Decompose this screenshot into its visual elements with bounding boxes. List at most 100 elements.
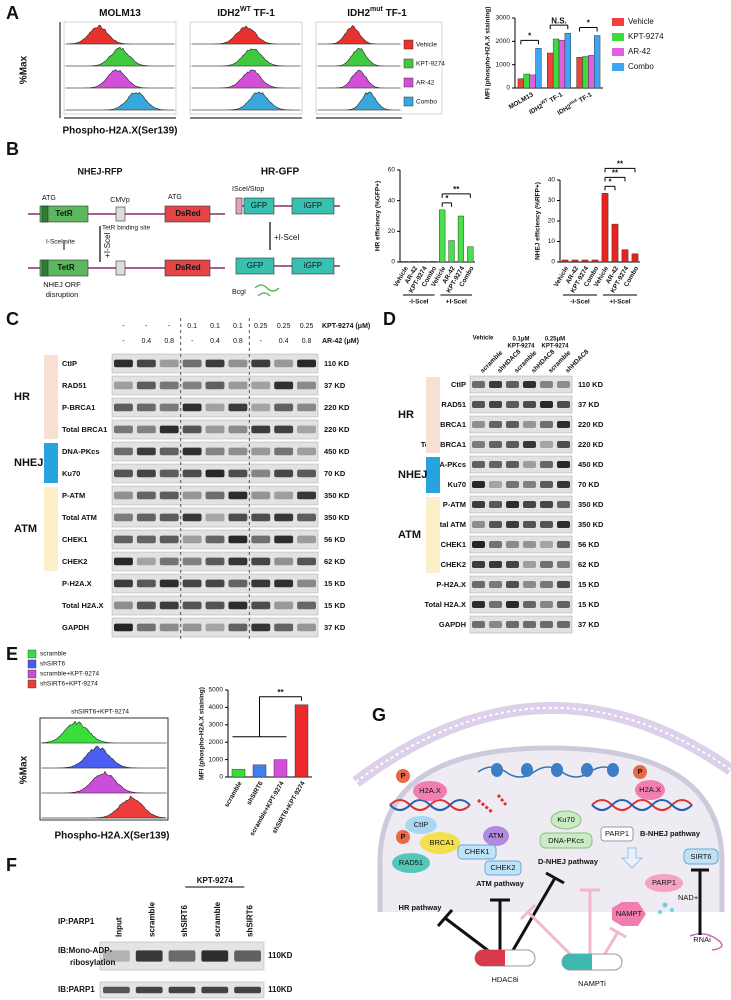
diagram-label: SIRT6 bbox=[690, 852, 711, 861]
protein-label: GAPDH bbox=[62, 623, 89, 632]
group-bar bbox=[426, 457, 440, 493]
pill-half bbox=[475, 950, 505, 966]
blot-band bbox=[182, 535, 202, 544]
igfp-box bbox=[291, 257, 335, 275]
size-label: 220 KD bbox=[578, 420, 604, 429]
protein-label: Total BRCA1 bbox=[421, 440, 466, 449]
blot-band bbox=[136, 579, 156, 588]
blot-band bbox=[182, 359, 202, 368]
plot-frame bbox=[315, 21, 443, 115]
blot-band bbox=[114, 469, 133, 478]
blot-band bbox=[297, 403, 316, 412]
legend-label: shSIRT6+KPT-9274 bbox=[40, 681, 98, 688]
significance: ** bbox=[617, 159, 624, 168]
nad bbox=[662, 902, 668, 908]
y-axis-label: HR efficiency (%GFP+) bbox=[375, 181, 382, 251]
sirt6 bbox=[683, 848, 719, 865]
panel-letter: D bbox=[383, 309, 396, 329]
blot-band bbox=[523, 441, 536, 448]
blot-band bbox=[228, 601, 248, 610]
bar bbox=[576, 57, 583, 89]
blot-strip bbox=[469, 475, 573, 494]
diagram-label: ATM bbox=[488, 831, 503, 840]
diagram-label: BRCA1 bbox=[429, 838, 454, 847]
treatment-label: Vehicle bbox=[473, 336, 494, 342]
blot-band bbox=[182, 579, 202, 588]
treatment-value: 0.8 bbox=[164, 338, 174, 345]
group-label: -I-SceI bbox=[409, 299, 429, 306]
label-part: WT bbox=[240, 6, 252, 13]
inhibit-bar bbox=[519, 903, 537, 921]
blot-band bbox=[114, 579, 133, 588]
blot-band bbox=[159, 403, 179, 412]
bar bbox=[571, 259, 579, 263]
blot-band bbox=[136, 381, 156, 390]
blot-band bbox=[523, 401, 536, 408]
histogram bbox=[41, 720, 166, 744]
row-label: IB:PARP1 bbox=[58, 985, 95, 994]
treatment-value: 0.1 bbox=[187, 323, 197, 330]
blot-strip bbox=[469, 615, 573, 634]
plot-title: MOLM13 bbox=[99, 8, 141, 19]
blot-band bbox=[251, 425, 271, 434]
legend-swatch bbox=[403, 58, 414, 69]
blot-band bbox=[182, 491, 202, 500]
blot-band bbox=[159, 425, 179, 434]
x-axis-label: Phospho-H2A.X(Ser139) bbox=[54, 831, 169, 842]
blot-band bbox=[472, 401, 485, 408]
blot-strip bbox=[469, 495, 573, 514]
bar bbox=[294, 704, 309, 778]
blot-band bbox=[135, 950, 163, 962]
label-part: IDH2 bbox=[347, 8, 370, 19]
legend-swatch bbox=[27, 679, 37, 689]
plot-frame bbox=[189, 21, 303, 115]
bar bbox=[582, 56, 589, 89]
size-label: 37 KD bbox=[578, 400, 600, 409]
significance: ** bbox=[277, 688, 284, 697]
legend-label: scramble+KPT-9274 bbox=[40, 671, 99, 678]
treatment-value: - bbox=[122, 323, 125, 330]
blot-strip bbox=[111, 617, 319, 638]
group-bar bbox=[44, 487, 58, 571]
diagram-label: +I-SceI bbox=[103, 232, 112, 258]
blot-band bbox=[274, 535, 294, 544]
blot-band bbox=[489, 441, 502, 448]
blot-band bbox=[205, 425, 225, 434]
legend-swatch bbox=[403, 96, 414, 107]
blot-band bbox=[297, 557, 316, 566]
blot-band bbox=[228, 535, 248, 544]
diagram-label: ATG bbox=[168, 194, 182, 201]
phospho bbox=[396, 769, 410, 783]
blot-band bbox=[201, 950, 229, 962]
blot-band bbox=[251, 601, 271, 610]
size-label: 37 KD bbox=[324, 623, 346, 632]
size-label: 62 KD bbox=[578, 560, 600, 569]
ku70 bbox=[550, 810, 582, 830]
blot-band bbox=[489, 541, 502, 548]
blot-band bbox=[540, 441, 553, 448]
igfp-box bbox=[291, 197, 335, 215]
bar bbox=[529, 74, 536, 89]
x-tick-label: scramble bbox=[223, 780, 244, 809]
y-tick-label: 2000 bbox=[209, 739, 224, 746]
blot-strip bbox=[469, 515, 573, 534]
blot-band bbox=[489, 501, 502, 508]
blot-band bbox=[205, 381, 225, 390]
bar bbox=[611, 223, 619, 263]
blot-band bbox=[506, 601, 519, 608]
diagram-label: RNAi bbox=[693, 935, 711, 944]
y-tick-label: 20 bbox=[388, 228, 396, 235]
blot-band bbox=[506, 401, 519, 408]
legend-label: Vehicle bbox=[628, 17, 654, 26]
size-label: 350 KD bbox=[324, 491, 350, 500]
dsred-box bbox=[164, 205, 211, 223]
treatment-label: 0.1μM bbox=[512, 337, 529, 343]
blot-band bbox=[136, 513, 156, 522]
protein-label: Total H2A.X bbox=[424, 600, 466, 609]
y-tick-label: 0 bbox=[391, 259, 395, 266]
blot-band bbox=[540, 541, 553, 548]
phospho bbox=[396, 830, 410, 844]
blot-band bbox=[540, 601, 553, 608]
diagram-label: HR-GFP bbox=[261, 167, 300, 178]
bar bbox=[457, 215, 465, 263]
